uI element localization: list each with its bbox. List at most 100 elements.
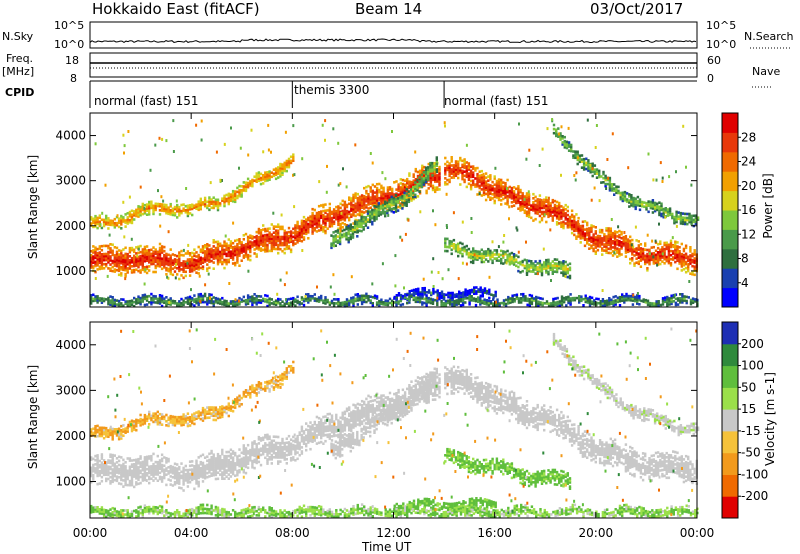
data-cell — [446, 237, 449, 241]
data-cell — [117, 253, 121, 256]
data-cell — [519, 190, 522, 194]
data-cell — [296, 241, 299, 244]
data-cell — [266, 171, 269, 174]
data-cell — [130, 209, 134, 213]
data-cell — [623, 192, 627, 196]
data-cell — [454, 174, 458, 177]
data-cell — [540, 271, 544, 275]
data-cell — [305, 228, 308, 232]
data-cell — [281, 243, 284, 247]
data-cell — [294, 236, 297, 239]
data-cell — [244, 245, 248, 248]
data-cell — [366, 220, 370, 223]
data-cell — [148, 294, 151, 298]
data-cell — [562, 214, 565, 218]
data-cell — [492, 298, 495, 301]
data-cell — [375, 205, 378, 209]
data-cell — [429, 172, 433, 176]
data-cell — [124, 219, 127, 222]
data-cell — [602, 172, 605, 176]
data-cell — [594, 242, 597, 245]
data-cell — [576, 156, 579, 160]
data-cell — [221, 303, 224, 306]
data-cell — [547, 196, 550, 200]
data-cell — [296, 224, 299, 228]
data-cell — [478, 170, 481, 173]
data-cell — [647, 210, 650, 214]
data-cell — [595, 168, 599, 171]
data-cell — [343, 206, 347, 210]
power-data-layer — [90, 118, 700, 308]
data-cell — [416, 176, 420, 180]
data-cell — [564, 272, 567, 276]
data-cell — [305, 297, 308, 300]
data-cell — [563, 144, 566, 147]
data-cell — [604, 178, 607, 182]
data-cell — [203, 246, 207, 249]
data-cell — [555, 200, 559, 204]
data-cell — [362, 215, 365, 219]
data-cell — [434, 188, 437, 192]
data-cell — [350, 197, 353, 200]
data-cell — [274, 231, 278, 235]
data-cell — [373, 219, 376, 222]
data-cell — [193, 266, 196, 270]
data-cell — [231, 258, 235, 261]
data-cell — [165, 268, 168, 272]
data-cell — [478, 256, 481, 260]
data-cell — [478, 174, 481, 178]
data-cell — [122, 256, 125, 259]
data-cell — [358, 223, 361, 226]
data-cell — [564, 268, 567, 272]
data-cell — [497, 178, 501, 181]
data-cell — [487, 193, 490, 197]
data-cell — [667, 253, 671, 257]
data-cell — [255, 255, 258, 258]
data-cell — [221, 300, 224, 304]
data-cell — [478, 252, 481, 256]
data-cell — [409, 190, 413, 193]
data-cell — [565, 144, 569, 148]
data-cell — [111, 261, 114, 265]
data-cell — [608, 303, 611, 306]
data-cell — [238, 242, 241, 245]
data-cell — [543, 265, 546, 268]
data-cell — [117, 301, 121, 305]
data-cell — [427, 170, 430, 173]
data-cell — [483, 302, 486, 305]
data-cell — [348, 210, 351, 214]
data-cell — [272, 245, 276, 249]
data-cell — [479, 294, 482, 298]
data-cell — [111, 298, 114, 301]
data-cell — [307, 224, 310, 228]
data-cell — [143, 295, 147, 299]
data-cell — [626, 250, 630, 254]
data-cell — [171, 299, 175, 303]
data-cell — [497, 255, 501, 258]
data-cell — [583, 232, 587, 235]
data-cell — [647, 204, 650, 207]
data-cell — [223, 248, 226, 252]
data-cell — [403, 296, 407, 299]
data-cell — [489, 302, 493, 305]
data-cell — [595, 172, 599, 175]
data-cell — [540, 202, 544, 206]
data-cell — [139, 213, 142, 217]
data-cell — [588, 301, 592, 305]
data-cell — [300, 223, 304, 227]
data-cell — [424, 170, 428, 174]
data-cell — [145, 205, 149, 208]
data-cell — [225, 197, 228, 201]
nsky-tick-top: 10^5 — [54, 19, 85, 32]
data-cell — [320, 204, 323, 207]
data-cell — [365, 204, 368, 207]
data-cell — [225, 252, 228, 256]
data-cell — [216, 258, 220, 262]
data-cell — [465, 161, 468, 164]
data-cell — [570, 149, 573, 153]
data-cell — [223, 301, 226, 305]
data-cell — [167, 269, 170, 273]
data-cell — [687, 257, 690, 261]
data-cell — [167, 267, 170, 271]
data-cell — [423, 290, 426, 294]
